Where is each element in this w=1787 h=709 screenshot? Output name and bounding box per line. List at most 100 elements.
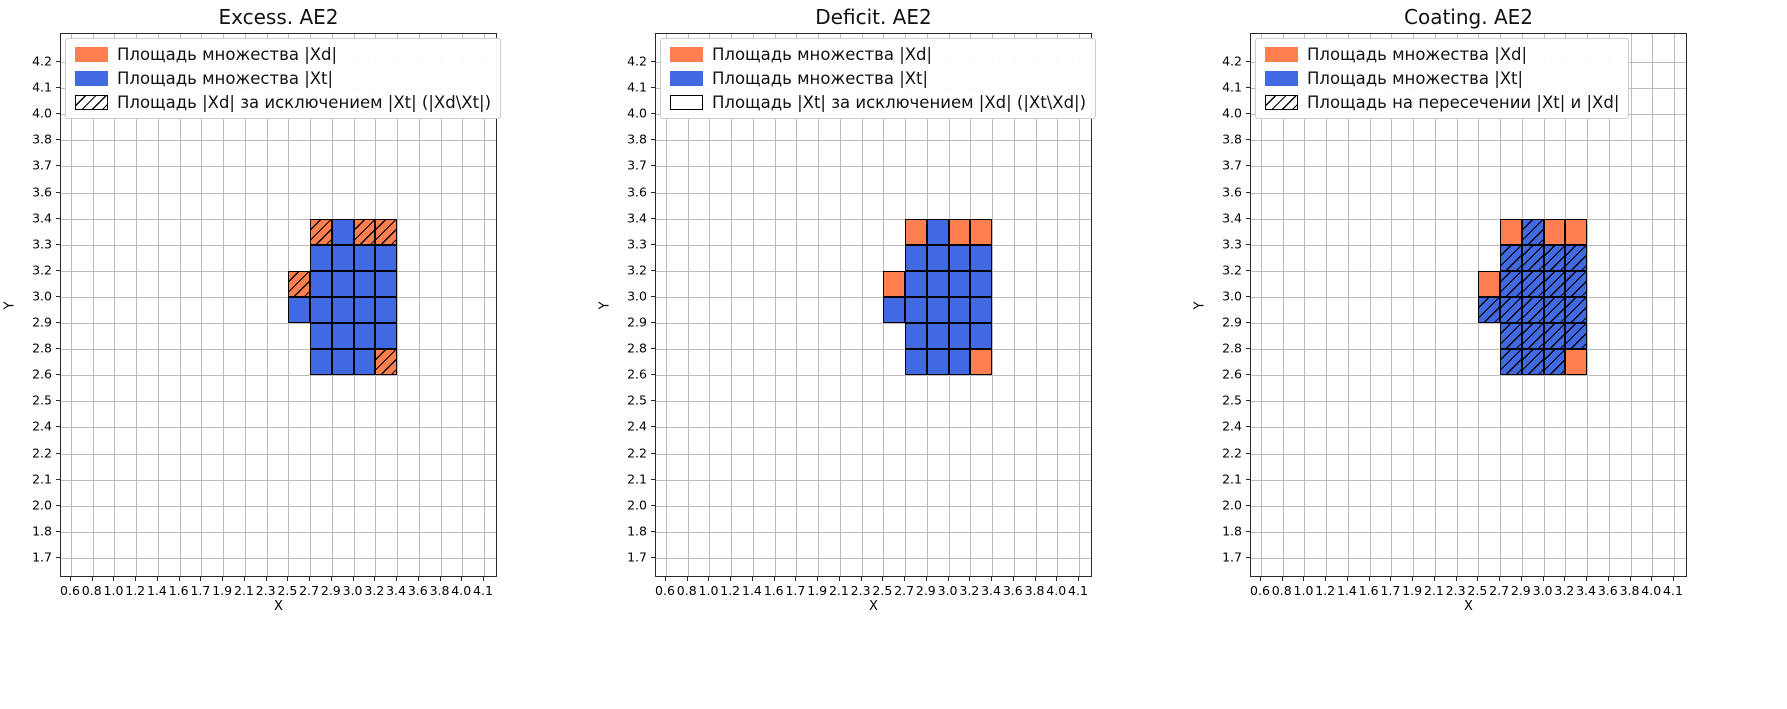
grid-line-horizontal bbox=[1251, 505, 1686, 507]
x-tick-label: 2.7 bbox=[894, 583, 915, 598]
x-tick-label: 3.0 bbox=[937, 583, 958, 598]
y-axis-label: Y bbox=[2, 301, 18, 310]
y-tick-label: 2.1 bbox=[32, 471, 52, 487]
x-tick-label: 2.9 bbox=[1510, 583, 1531, 598]
legend-swatch bbox=[670, 47, 703, 62]
y-tick-label: 3.2 bbox=[1222, 262, 1242, 278]
grid-line-horizontal bbox=[61, 375, 496, 377]
grid-line-horizontal bbox=[1251, 479, 1686, 481]
data-cell bbox=[375, 296, 398, 324]
legend-label: Площадь множества |Xt| bbox=[712, 69, 929, 88]
x-tick-label: 3.2 bbox=[1554, 583, 1575, 598]
plot-area: Площадь множества |Xd| Площадь множества … bbox=[655, 33, 1097, 577]
x-tick-mark bbox=[817, 577, 819, 581]
grid-line-vertical bbox=[462, 34, 464, 576]
x-tick-mark bbox=[222, 577, 224, 581]
legend-label: Площадь множества |Xt| bbox=[1307, 69, 1524, 88]
data-cell bbox=[883, 296, 906, 324]
x-tick-label: 0.8 bbox=[676, 583, 697, 598]
grid-line-vertical bbox=[440, 34, 442, 576]
x-tick-mark bbox=[135, 577, 137, 581]
x-tick-label: 4.1 bbox=[1068, 583, 1088, 598]
y-tick-label: 2.9 bbox=[1222, 314, 1242, 330]
data-cell bbox=[375, 244, 398, 271]
x-tick-label: 1.7 bbox=[785, 583, 806, 598]
y-tick-mark bbox=[1246, 504, 1250, 506]
y-tick-label: 3.4 bbox=[1222, 210, 1242, 226]
grid-line-vertical bbox=[266, 34, 268, 576]
chart-panel-coating: Coating. AE2 Y Площадь множества |Xd| Пло… bbox=[1190, 0, 1785, 709]
x-tick-label: 3.0 bbox=[342, 583, 363, 598]
data-cell bbox=[1521, 349, 1544, 376]
y-tick-mark bbox=[56, 478, 60, 480]
x-tick-mark bbox=[882, 577, 884, 581]
y-tick-label: 3.0 bbox=[627, 288, 647, 304]
legend-item: Площадь множества |Xd| bbox=[75, 45, 491, 64]
x-axis-label: X bbox=[869, 599, 878, 614]
x-tick-mark bbox=[1499, 577, 1501, 581]
grid-line-vertical bbox=[1434, 34, 1436, 576]
y-tick-mark bbox=[651, 374, 655, 376]
x-tick-mark bbox=[461, 577, 463, 581]
y-tick-mark bbox=[56, 113, 60, 115]
y-tick-label: 4.0 bbox=[32, 105, 52, 121]
y-tick-label: 3.3 bbox=[1222, 236, 1242, 252]
y-tick-label: 2.6 bbox=[32, 366, 52, 382]
y-tick-label: 3.8 bbox=[1222, 131, 1242, 147]
x-tick-mark bbox=[483, 577, 484, 581]
legend-item: Площадь множества |Xd| bbox=[670, 45, 1086, 64]
data-cell bbox=[1500, 323, 1522, 350]
x-tick-label: 3.6 bbox=[1002, 583, 1023, 598]
data-cell bbox=[310, 218, 332, 245]
grid-line-vertical bbox=[1369, 34, 1371, 576]
data-cell bbox=[310, 296, 332, 324]
x-tick-mark bbox=[665, 577, 666, 581]
x-tick-mark bbox=[309, 577, 311, 581]
y-tick-mark bbox=[651, 557, 655, 558]
data-cell bbox=[310, 270, 332, 297]
y-tick-label: 1.7 bbox=[627, 549, 647, 565]
x-tick-mark bbox=[1303, 577, 1305, 581]
y-tick-label: 4.0 bbox=[627, 105, 647, 121]
y-tick-label: 4.2 bbox=[1222, 53, 1242, 69]
grid-line-horizontal bbox=[61, 453, 496, 455]
data-cell bbox=[375, 270, 398, 297]
y-tick-label: 3.6 bbox=[32, 184, 52, 200]
legend-label: Площадь на пересечении |Xt| и |Xd| bbox=[1307, 93, 1620, 112]
y-tick-label: 1.8 bbox=[32, 523, 52, 539]
x-tick-label: 4.0 bbox=[1641, 583, 1662, 598]
x-tick-mark bbox=[287, 577, 289, 581]
x-tick-label: 2.3 bbox=[1445, 583, 1466, 598]
x-tick-mark bbox=[708, 577, 710, 581]
grid-line-vertical bbox=[157, 34, 159, 576]
y-tick-mark bbox=[1246, 322, 1250, 324]
data-cell bbox=[1500, 296, 1522, 324]
x-tick-label: 1.0 bbox=[103, 583, 124, 598]
chart-panel-deficit: Deficit. AE2 Y Площадь множества |Xd| Пло… bbox=[595, 0, 1190, 709]
y-tick-mark bbox=[1246, 139, 1250, 141]
x-tick-label: 0.8 bbox=[81, 583, 102, 598]
y-tick-mark bbox=[651, 452, 655, 454]
x-tick-label: 1.7 bbox=[1380, 583, 1401, 598]
grid-line-vertical bbox=[839, 34, 841, 576]
legend-swatch bbox=[670, 71, 703, 86]
chart-panel-excess: Excess. AE2 Y Площадь множества |Xd| Площ… bbox=[0, 0, 595, 709]
grid-line-vertical bbox=[1304, 34, 1306, 576]
grid-line-vertical bbox=[201, 34, 203, 576]
y-tick-label: 2.9 bbox=[627, 314, 647, 330]
x-tick-label: 3.8 bbox=[429, 583, 450, 598]
y-tick-mark bbox=[651, 322, 655, 324]
x-tick-mark bbox=[396, 577, 398, 581]
x-tick-mark bbox=[1012, 577, 1014, 581]
x-tick-label: 3.4 bbox=[981, 583, 1001, 598]
legend-label: Площадь множества |Xd| bbox=[117, 45, 338, 64]
x-tick-label: 2.3 bbox=[850, 583, 871, 598]
data-cell bbox=[905, 349, 927, 376]
x-tick-label: 3.6 bbox=[1597, 583, 1618, 598]
y-tick-mark bbox=[1246, 295, 1250, 297]
grid-line-vertical bbox=[752, 34, 754, 576]
data-cell bbox=[948, 323, 971, 350]
y-tick-label: 3.6 bbox=[1222, 184, 1242, 200]
y-tick-mark bbox=[651, 426, 655, 428]
data-cell bbox=[1478, 296, 1501, 324]
